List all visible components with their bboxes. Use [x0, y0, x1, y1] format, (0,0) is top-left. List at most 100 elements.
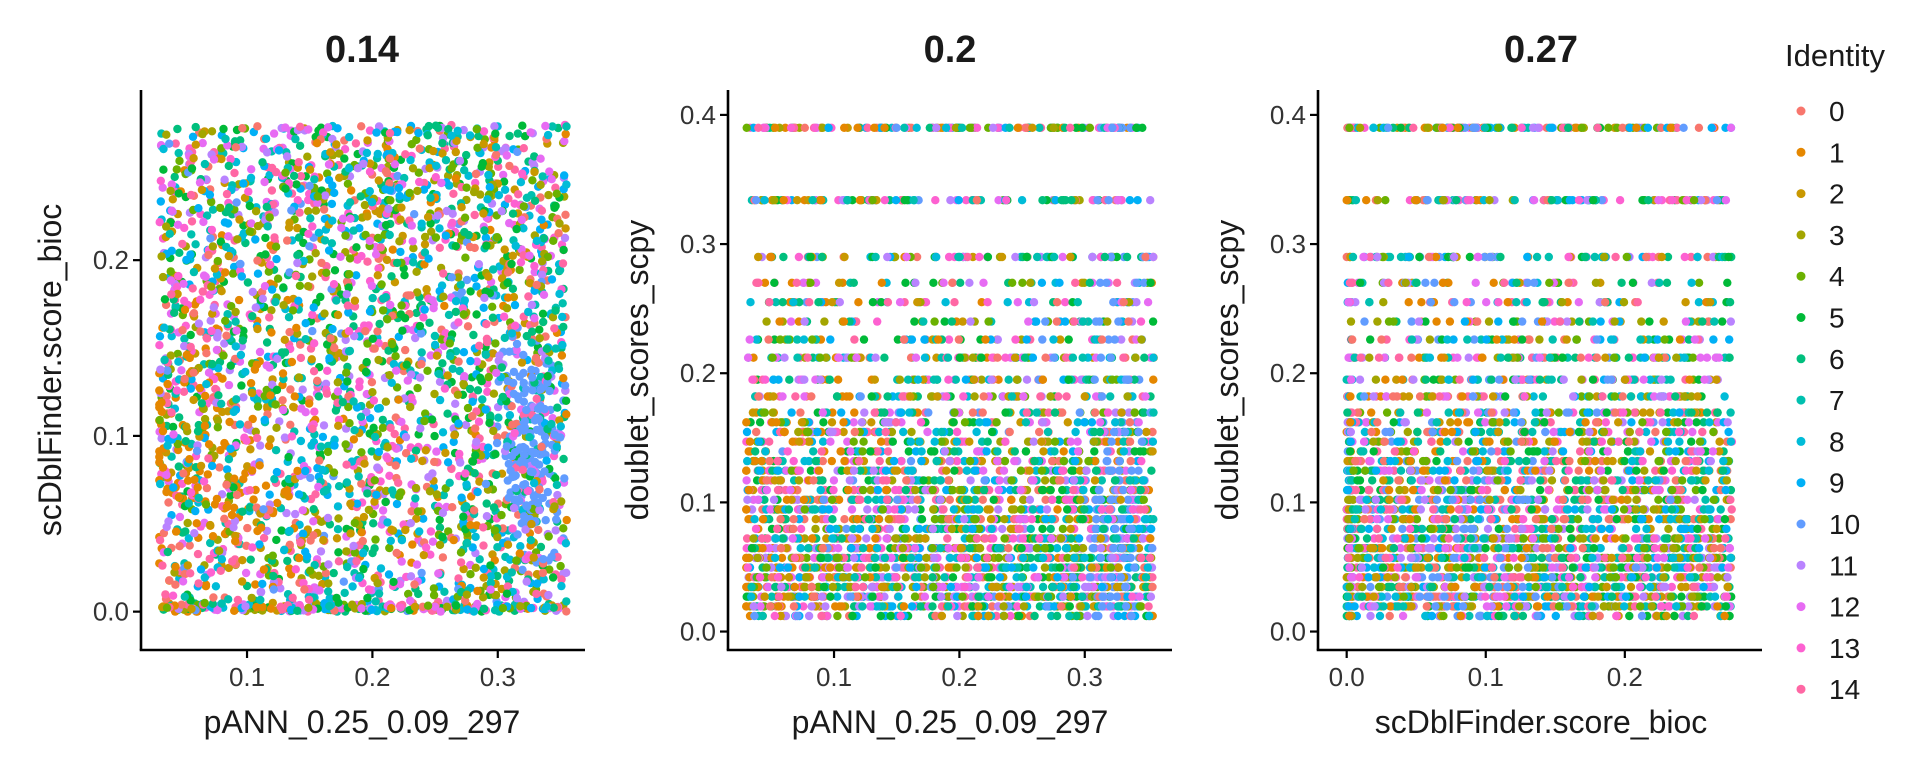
data-point — [502, 151, 511, 160]
data-point — [307, 355, 316, 364]
data-point — [413, 507, 423, 516]
data-point — [193, 549, 203, 559]
data-point — [341, 231, 350, 240]
data-point — [191, 506, 200, 516]
data-point — [203, 470, 212, 479]
data-point — [456, 548, 466, 557]
data-point — [408, 540, 417, 549]
data-point — [482, 241, 491, 250]
data-point — [246, 445, 255, 454]
data-point — [479, 139, 488, 149]
data-point — [208, 205, 218, 214]
data-point — [545, 565, 554, 574]
data-point — [775, 317, 784, 326]
data-point — [415, 177, 424, 187]
data-point — [805, 437, 814, 446]
data-point — [311, 490, 320, 499]
data-point — [249, 495, 258, 504]
data-point — [479, 127, 489, 136]
panel-1-title: 0.14 — [325, 29, 399, 71]
data-point — [836, 447, 845, 456]
data-point — [542, 602, 551, 611]
data-point — [267, 328, 276, 337]
data-point — [289, 402, 298, 412]
data-point — [243, 278, 253, 287]
data-point — [461, 253, 470, 262]
data-point — [345, 198, 355, 207]
data-point — [463, 322, 473, 331]
data-point — [253, 324, 262, 334]
data-point — [429, 591, 439, 600]
data-point — [158, 561, 167, 570]
data-point — [273, 274, 283, 283]
data-point — [225, 417, 234, 427]
data-point — [204, 368, 214, 377]
data-point — [459, 564, 468, 574]
data-point — [516, 542, 525, 551]
data-point — [358, 536, 367, 546]
data-point — [416, 329, 426, 338]
y-tick-label: 0.2 — [93, 245, 129, 275]
data-point — [473, 586, 482, 596]
data-point — [491, 143, 501, 152]
data-point — [173, 220, 183, 229]
data-point — [245, 503, 255, 512]
data-point — [321, 191, 330, 200]
data-point — [465, 131, 475, 140]
data-point — [293, 258, 302, 268]
data-point — [494, 162, 503, 171]
data-point — [265, 213, 274, 222]
data-point — [456, 458, 465, 467]
data-point — [179, 387, 189, 396]
data-point — [1026, 524, 1036, 534]
data-point — [227, 510, 237, 520]
data-point — [455, 156, 465, 166]
data-point — [261, 233, 270, 243]
data-point — [901, 278, 910, 287]
data-point — [368, 548, 377, 558]
data-point — [449, 535, 458, 545]
data-point — [532, 236, 542, 246]
data-point — [367, 447, 376, 456]
data-point — [357, 251, 366, 261]
data-point — [171, 580, 180, 589]
data-point — [338, 398, 347, 407]
data-point — [242, 436, 251, 445]
data-point — [966, 476, 975, 485]
data-point — [238, 556, 247, 565]
data-point — [392, 548, 401, 558]
data-point — [381, 397, 391, 406]
data-point — [535, 334, 544, 343]
data-point — [327, 239, 337, 248]
data-point — [466, 520, 475, 530]
data-point — [348, 582, 357, 591]
data-point — [462, 480, 471, 489]
data-point — [454, 357, 463, 366]
data-point — [330, 266, 340, 275]
data-point — [519, 144, 528, 153]
data-point — [287, 357, 297, 367]
data-point — [333, 378, 342, 387]
data-point — [365, 413, 375, 423]
data-point — [306, 566, 315, 575]
data-point — [188, 284, 197, 293]
data-point — [345, 132, 354, 142]
data-point — [256, 441, 265, 450]
data-point — [503, 278, 512, 288]
data-point — [400, 271, 409, 280]
data-point — [217, 599, 226, 608]
data-point — [1052, 317, 1062, 326]
data-point — [248, 543, 257, 552]
data-point — [559, 245, 568, 255]
data-point — [386, 300, 395, 310]
data-point — [333, 502, 343, 511]
data-point — [505, 411, 515, 420]
data-point — [527, 338, 536, 347]
data-point — [558, 312, 567, 322]
data-point — [833, 375, 843, 384]
data-point — [481, 233, 491, 242]
data-point — [424, 473, 433, 482]
data-point — [314, 392, 323, 401]
data-point — [324, 175, 334, 185]
data-point — [387, 525, 396, 534]
